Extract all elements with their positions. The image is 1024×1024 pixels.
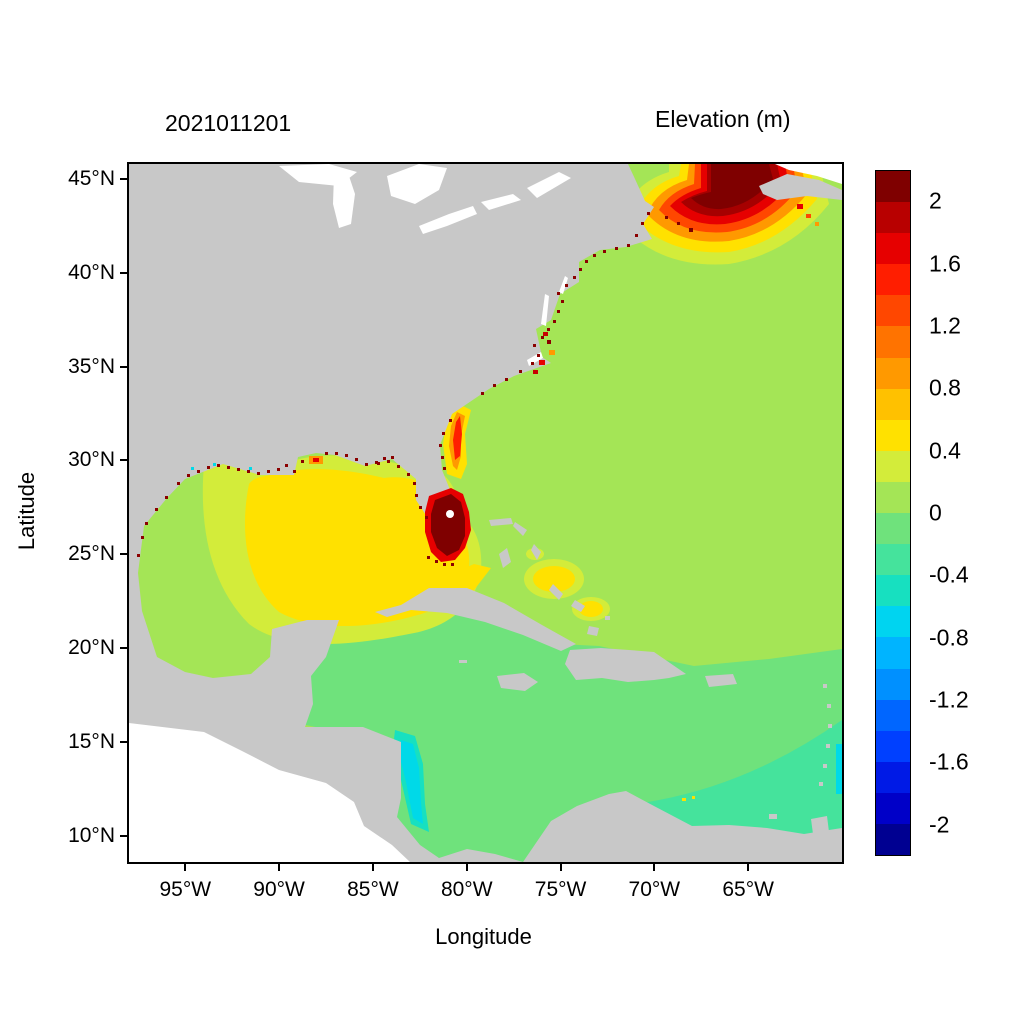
colorbar-segment	[876, 295, 910, 327]
y-tick-mark	[120, 740, 129, 743]
colorbar-segment	[876, 264, 910, 296]
y-tick-label: 10°N	[68, 823, 115, 847]
puerto-rico	[705, 674, 737, 687]
x-tick-label: 95°W	[159, 878, 212, 901]
y-tick-label: 30°N	[68, 448, 115, 472]
great-lakes	[279, 164, 571, 366]
islands	[375, 518, 832, 834]
pacific-no-data	[129, 723, 410, 862]
colorbar-segment	[876, 606, 910, 638]
colorbar-segment	[876, 823, 910, 856]
colorbar-segment	[876, 792, 910, 824]
nicaragua-coastal-band-inner	[399, 740, 423, 824]
colorbar-segment	[876, 233, 910, 265]
colorbar-segments	[875, 170, 911, 856]
x-tick-label: 80°W	[440, 878, 493, 901]
colorbar-tick-label: -1.2	[929, 686, 969, 713]
colorbar-segment	[876, 450, 910, 482]
x-tick-mark	[184, 862, 187, 871]
y-tick-mark	[120, 459, 129, 462]
colorbar: 2 1.6 1.2 0.8 0.4 0 -0.4 -0.8 -1.2 -1.6 -2	[875, 170, 969, 856]
colorbar-segment	[876, 419, 910, 451]
x-tick-mark	[278, 862, 281, 871]
x-tick-label: 90°W	[253, 878, 305, 901]
colorbar-segment	[876, 668, 910, 700]
y-tick-mark	[120, 178, 129, 180]
plot-datetime-title: 2021011201	[165, 110, 292, 136]
x-tick-mark	[559, 862, 562, 871]
x-tick-label: 70°W	[628, 878, 681, 901]
colorbar-segment	[876, 513, 910, 545]
y-tick-mark	[120, 553, 129, 556]
colorbar-segment	[876, 202, 910, 234]
y-axis-label: Latitude	[14, 471, 40, 551]
colorbar-tick-label: 1.6	[929, 250, 961, 277]
cuba	[375, 588, 576, 651]
colorbar-segment	[876, 699, 910, 731]
trinidad	[811, 816, 829, 834]
topright-no-data	[775, 164, 842, 184]
elevation-map	[129, 164, 842, 862]
y-tick-mark	[120, 834, 129, 837]
y-tick-label: 40°N	[68, 260, 115, 284]
plot-variable-title: Elevation (m)	[655, 106, 791, 132]
south-florida-extreme	[425, 488, 471, 562]
coastal-extremes	[137, 204, 819, 801]
colorbar-tick-label: -2	[929, 811, 950, 838]
x-axis-label: Longitude	[435, 924, 532, 949]
colorbar-tick-label: 2	[929, 187, 942, 214]
y-tick-label: 35°N	[68, 354, 115, 378]
nova-scotia-land	[759, 174, 842, 200]
y-axis-label-wrap: Latitude	[10, 162, 44, 860]
colorbar-segment	[876, 326, 910, 358]
colorbar-tick-label: -0.8	[929, 624, 969, 651]
colorbar-tick-label: 0.4	[929, 437, 961, 464]
colorbar-segment	[876, 171, 910, 203]
colorbar-segment	[876, 481, 910, 514]
y-tick-label: 45°N	[68, 167, 115, 190]
colorbar-segment	[876, 357, 910, 389]
colorbar-segment	[876, 544, 910, 576]
y-tick-label: 20°N	[68, 636, 115, 660]
plot-area: 95°W 90°W 85°W 80°W 75°W 70°W 65°W 45°N 40°N 35°N…	[68, 162, 844, 901]
colorbar-tick-label: 1.2	[929, 312, 961, 339]
lake-okeechobee	[446, 510, 454, 518]
hispaniola	[565, 648, 686, 682]
right-edge-cyan	[836, 744, 842, 794]
colorbar-tick-label: 0	[929, 499, 942, 526]
jamaica	[497, 673, 538, 691]
y-tick-mark	[120, 647, 129, 650]
colorbar-segment	[876, 637, 910, 669]
colorbar-tick-label: -1.6	[929, 748, 969, 775]
gulf-stream-streak	[443, 404, 471, 479]
colorbar-segment	[876, 761, 910, 793]
colorbar-tick-label: -0.4	[929, 561, 969, 588]
x-tick-label: 65°W	[722, 878, 774, 901]
x-tick-label: 85°W	[347, 878, 399, 901]
colorbar-segment	[876, 388, 910, 420]
colorbar-tick-label: 0.8	[929, 374, 961, 401]
colorbar-segment	[876, 730, 910, 762]
x-tick-label: 75°W	[534, 878, 587, 901]
gulf-yellow-core	[244, 469, 470, 627]
y-tick-mark	[120, 271, 129, 274]
x-tick-mark	[465, 862, 468, 871]
y-tick-mark	[120, 365, 129, 368]
x-tick-mark	[371, 862, 374, 871]
y-tick-label: 15°N	[68, 729, 115, 753]
x-tick-mark	[653, 862, 656, 871]
colorbar-segment	[876, 575, 910, 607]
x-tick-mark	[747, 862, 750, 871]
land-mainland	[129, 164, 842, 862]
y-tick-label: 25°N	[68, 542, 115, 566]
